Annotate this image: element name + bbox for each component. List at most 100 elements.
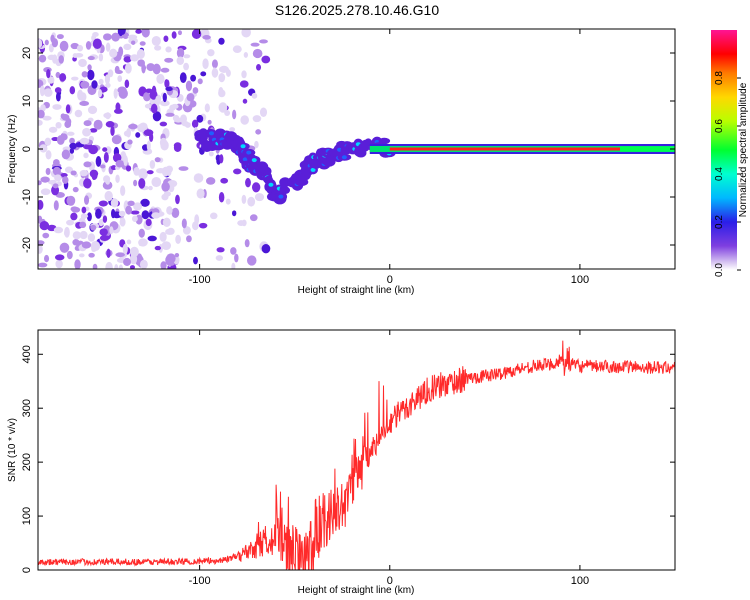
noise-blob <box>69 148 75 154</box>
noise-blob <box>160 67 170 73</box>
noise-blob <box>70 212 78 221</box>
noise-blob <box>64 166 74 173</box>
branch-core <box>246 150 252 155</box>
noise-blob <box>44 254 50 263</box>
noise-blob <box>62 176 69 184</box>
noise-blob <box>181 218 187 229</box>
colorbar: 0.0 0.2 0.4 0.6 0.8 Normalized spectral ampl… <box>711 30 749 277</box>
noise-blob <box>165 46 172 53</box>
noise-blob <box>230 247 237 255</box>
noise-blob <box>161 181 170 192</box>
noise-blob <box>175 194 180 205</box>
noise-blob <box>38 54 47 63</box>
noise-blob <box>109 226 114 235</box>
noise-blob <box>146 63 155 72</box>
noise-blob <box>71 76 79 81</box>
noise-blob <box>70 206 79 212</box>
noise-blob <box>138 228 145 238</box>
y-tick-label: 300 <box>21 399 33 417</box>
noise-blob <box>192 87 199 94</box>
noise-blob <box>59 40 69 52</box>
noise-blob <box>245 177 251 188</box>
noise-blob <box>133 179 138 187</box>
noise-blob <box>232 109 237 120</box>
noise-blob <box>241 70 247 79</box>
noise-blob <box>115 252 125 258</box>
noise-blob <box>66 250 73 260</box>
y-tick-label: -20 <box>21 237 33 253</box>
steady-line-tail <box>620 146 675 152</box>
noise-blob <box>163 191 171 197</box>
noise-blob <box>144 103 153 109</box>
noise-blob <box>111 208 116 219</box>
noise-blob <box>250 42 260 47</box>
noise-blob <box>154 157 161 163</box>
noise-blob <box>123 257 131 266</box>
noise-blob <box>162 217 171 228</box>
noise-blob <box>233 168 242 175</box>
noise-blob <box>160 261 167 269</box>
noise-blob <box>66 195 76 206</box>
spectrogram-x-ticks: -100 0 100 <box>189 29 589 286</box>
noise-blob <box>115 174 120 183</box>
noise-blob <box>229 127 236 132</box>
noise-blob <box>254 140 259 149</box>
noise-blob <box>117 75 123 83</box>
snr-y-ticks: 0 100 200 300 400 <box>21 345 675 573</box>
noise-blob <box>123 43 132 51</box>
noise-blob <box>83 120 92 127</box>
noise-blob <box>161 166 170 177</box>
branch-core <box>251 158 257 163</box>
noise-blob <box>247 255 257 266</box>
noise-blob <box>87 233 96 242</box>
noise-blob <box>48 43 54 53</box>
noise-blob <box>151 212 161 219</box>
noise-blob <box>127 200 135 206</box>
noise-blob <box>66 131 75 136</box>
noise-blob <box>105 42 111 52</box>
x-tick-label: 100 <box>571 575 589 587</box>
noise-blob <box>129 246 139 257</box>
noise-blob <box>218 192 225 203</box>
noise-blob <box>52 54 58 64</box>
noise-blob <box>191 119 199 129</box>
noise-blob <box>156 73 165 85</box>
noise-blob <box>39 85 45 97</box>
noise-blob <box>177 30 182 36</box>
noise-blob <box>159 137 168 148</box>
noise-blob <box>145 218 152 227</box>
noise-blob <box>138 242 143 247</box>
noise-blob <box>109 48 118 58</box>
noise-blob <box>70 42 79 50</box>
noise-blob <box>133 166 140 176</box>
noise-blob <box>259 39 268 44</box>
noise-blob <box>65 117 72 126</box>
noise-blob <box>38 215 43 224</box>
noise-blob <box>91 245 97 253</box>
noise-blob <box>256 63 262 71</box>
noise-blob <box>98 200 108 207</box>
noise-blob <box>196 114 204 123</box>
noise-blob <box>143 91 151 102</box>
noise-blob <box>79 100 90 107</box>
noise-blob <box>115 159 124 168</box>
noise-blob <box>102 181 113 190</box>
snr-series-line <box>38 340 675 570</box>
noise-blob <box>166 253 176 264</box>
noise-blob <box>123 130 130 137</box>
noise-blob <box>197 78 203 85</box>
noise-blob <box>107 69 114 78</box>
noise-blob <box>38 244 43 254</box>
noise-blob <box>261 55 271 64</box>
noise-blob <box>50 34 55 43</box>
noise-blob <box>173 143 182 152</box>
noise-blob <box>38 199 44 210</box>
noise-blob <box>136 48 145 60</box>
noise-blob <box>104 190 113 202</box>
noise-blob <box>179 72 187 84</box>
noise-blob <box>165 86 173 92</box>
noise-blob <box>39 221 50 231</box>
noise-blob <box>113 88 118 99</box>
noise-blob <box>45 150 52 160</box>
noise-blob <box>123 56 132 63</box>
